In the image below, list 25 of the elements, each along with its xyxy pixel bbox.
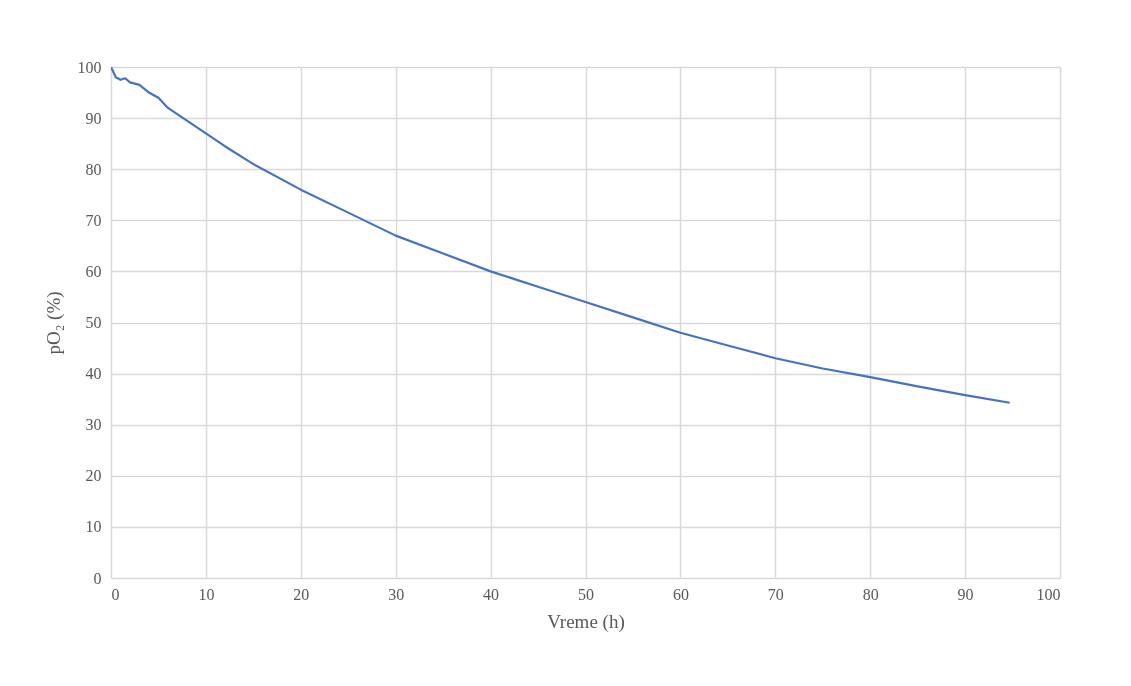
x-tick-label: 80 [862,585,879,603]
x-tick-label: 60 [672,585,689,603]
x-tick-label: 20 [293,585,310,603]
y-axis-title: pO₂ (%) [42,291,65,355]
x-tick-label: 50 [578,585,594,603]
y-tick-label: 70 [85,211,102,229]
x-tick-label: 100 [1036,585,1061,603]
x-tick-label: 70 [767,585,784,603]
x-tick-label: 40 [483,585,500,603]
line-series [111,67,1011,404]
y-tick-label: 40 [85,365,102,383]
x-tick-label: 90 [957,585,974,603]
y-tick-label: 60 [85,262,102,280]
y-tick-label: 0 [93,569,102,587]
y-tick-label: 100 [77,58,102,76]
y-tick-label: 10 [85,518,102,536]
y-tick-label: 90 [85,109,102,127]
x-tick-label: 0 [111,585,120,603]
y-tick-label: 30 [85,416,102,434]
y-tick-label: 50 [85,314,102,331]
x-axis-title: Vreme (h) [547,610,625,633]
x-tick-label: 10 [198,585,215,603]
y-tick-label: 80 [85,160,102,178]
x-tick-label: 30 [388,585,405,603]
y-tick-label: 20 [85,467,102,485]
